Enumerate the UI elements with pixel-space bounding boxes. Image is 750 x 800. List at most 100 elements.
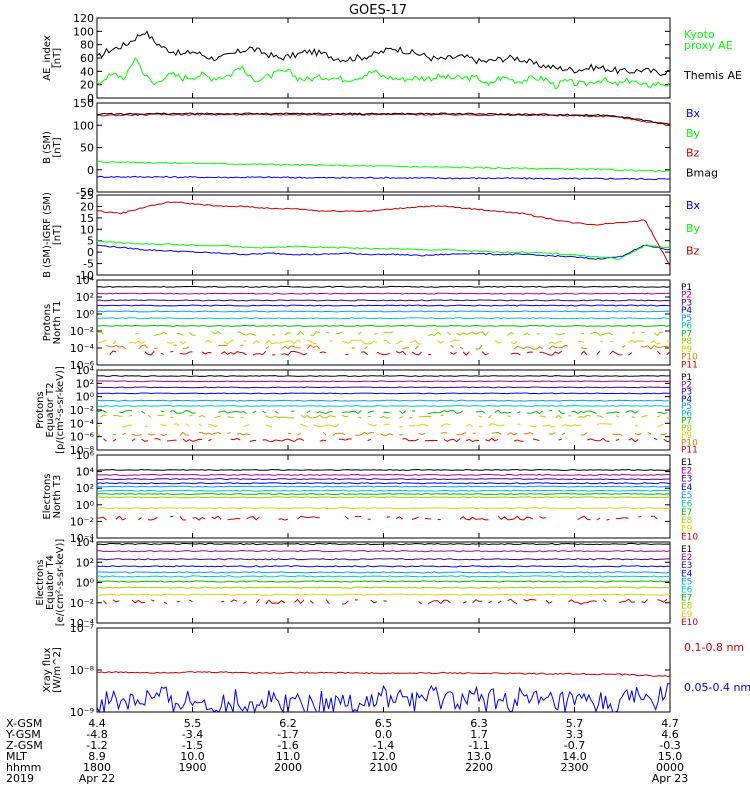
channel-line [380,433,394,436]
channel-line [96,299,671,302]
channel-label: P8 [681,424,692,434]
channel-line [418,415,432,418]
channel-line [131,433,142,436]
channel-line [227,416,234,418]
channel-line [252,410,257,414]
series-line [96,175,671,181]
legend-entry: Bz [686,147,700,160]
channel-line [456,331,489,337]
y-tick-label: 10⁻⁶ [70,359,95,372]
channel-line [220,351,247,356]
channel-line [319,351,327,354]
channel-label: P2 [681,380,692,390]
channel-line [306,339,317,345]
channel-line [523,332,531,336]
channel-line [96,478,670,481]
channel-line [402,438,419,442]
channel-line [507,415,511,417]
channel-line [291,410,295,412]
series-line [96,683,671,714]
channel-line [539,415,547,418]
channel-line [411,516,419,520]
channel-line [507,331,515,336]
panel-frame [96,194,671,276]
channel-line [166,341,174,344]
channel-line [243,424,250,428]
channel-line [316,411,333,415]
channel-label: E10 [681,533,698,543]
channel-line [262,438,305,443]
channel-line [319,439,327,442]
channel-line [287,432,292,435]
series-line [97,112,671,126]
channel-line [230,599,238,603]
channel-line [176,332,184,336]
channel-label: P3 [681,388,692,398]
x-tick-label: 2200 [465,761,493,774]
channel-line [513,439,524,442]
channel-line [224,339,235,345]
x-tick-label: -3.4 [182,728,203,741]
x-tick-label: 12.0 [371,750,396,763]
channel-line [440,414,445,417]
channel-label: E9 [681,610,693,620]
y-tick-label: 10⁻⁴ [70,617,95,630]
channel-line [112,414,123,417]
y-tick-label: 10⁶ [76,449,95,462]
channel-line [341,410,362,415]
channel-line [634,424,639,427]
channel-line [536,333,540,335]
y-axis-label: North T3 [52,475,63,519]
channel-line [189,599,193,603]
channel-line [189,332,196,336]
x-tick-label: 3.3 [566,728,584,741]
y-axis-label: [nT] [52,48,63,68]
channel-line [306,410,311,414]
channel-line [122,424,133,428]
channel-line [641,344,671,350]
channel-line [364,346,368,350]
channel-line [179,515,187,521]
channel-line [179,341,187,345]
channel-line [494,339,502,344]
channel-line [657,423,664,427]
channel-line [462,351,470,356]
channel-line [185,423,190,427]
y-tick-label: 10⁻² [70,325,94,338]
channel-line [548,340,562,345]
channel-line [625,410,639,414]
x-tick-label: 5.7 [566,717,584,730]
channel-line [427,331,442,337]
channel-line [300,414,336,419]
channel-label: P4 [681,395,692,405]
channel-line [596,350,601,355]
channel-line [208,438,212,442]
channel-line [548,432,556,435]
y-axis-label: Equator T4 [45,555,56,610]
channel-line [265,346,270,350]
channel-line [306,344,321,350]
y-axis-label: [p/(cm²-s-sr-keV)] [55,366,66,454]
channel-line [631,332,636,334]
channel-line [628,339,645,343]
y-tick-label: 10⁻⁹ [70,706,94,719]
channel-line [395,516,403,520]
channel-line [561,432,566,436]
y-tick-label: 10² [76,377,94,390]
channel-line [147,433,155,436]
channel-line [606,518,610,521]
channel-line [166,439,177,442]
channel-line [211,515,222,520]
channel-line [112,438,117,442]
channel-line [170,409,196,414]
channel-line [97,331,104,334]
channel-line [122,432,126,436]
channel-line [383,600,387,602]
channel-label: E10 [681,618,698,628]
channel-line [138,517,142,521]
channel-line [596,517,601,521]
channel-line [571,410,598,415]
channel-label: P11 [681,360,698,370]
